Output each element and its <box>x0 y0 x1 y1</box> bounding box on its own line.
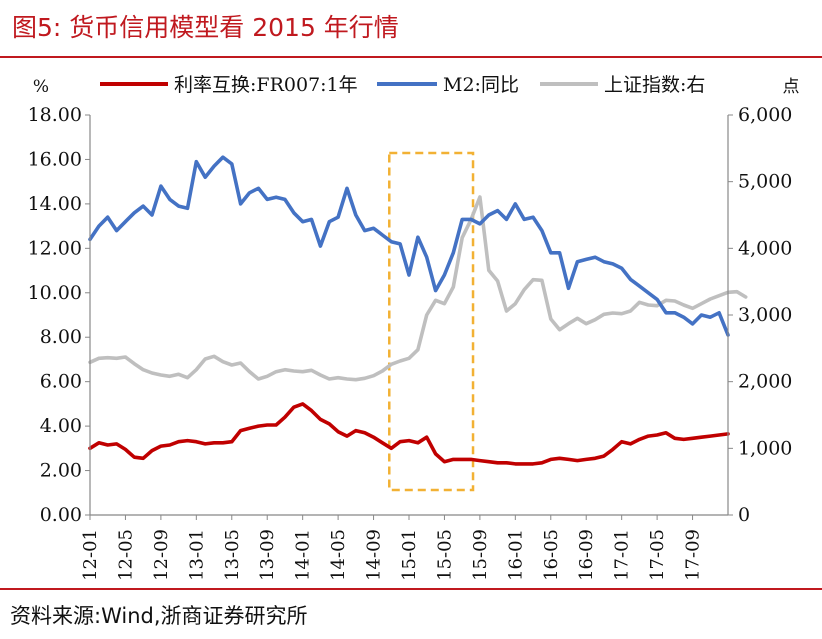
x-tick-label: 16-01 <box>505 529 526 581</box>
left-axis-unit-label: % <box>33 77 49 97</box>
left-y-tick-label: 10.00 <box>28 282 82 304</box>
x-tick-label: 13-05 <box>222 529 243 581</box>
left-y-tick-label: 12.00 <box>28 237 82 259</box>
right-y-tick-label: 5,000 <box>738 171 792 193</box>
left-y-tick-label: 0.00 <box>40 504 82 526</box>
left-y-tick-label: 8.00 <box>40 326 82 348</box>
x-tick-label: 14-09 <box>364 529 385 581</box>
source-divider <box>0 588 822 590</box>
x-tick-label: 12-09 <box>151 529 172 581</box>
title-divider <box>0 56 822 58</box>
series-line-index <box>88 195 748 382</box>
left-y-tick-label: 4.00 <box>40 415 82 437</box>
x-tick-label: 17-09 <box>683 529 704 581</box>
series-layer <box>88 155 748 466</box>
x-tick-label: 17-01 <box>612 529 633 581</box>
tick-labels-layer: 0.00 2.00 4.00 6.00 8.00 10.00 12.00 14.00 16.00… <box>28 77 800 581</box>
right-y-tick-label: 6,000 <box>738 104 792 126</box>
line-chart: 0.00 2.00 4.00 6.00 8.00 10.00 12.00 14.00 16.00… <box>28 74 800 581</box>
x-tick-label: 15-05 <box>434 529 455 581</box>
left-y-tick-label: 14.00 <box>28 193 82 215</box>
legend-label: 上证指数:右 <box>604 74 705 96</box>
x-tick-label: 17-05 <box>647 529 668 581</box>
right-y-tick-label: 3,000 <box>738 304 792 326</box>
legend-label: M2:同比 <box>443 74 519 96</box>
x-tick-label: 15-01 <box>399 529 420 581</box>
series-line-rate <box>88 402 730 466</box>
right-axis-unit-label: 点 <box>783 77 800 97</box>
legend: 利率互换:FR007:1年 M2:同比 上证指数:右 <box>100 74 705 96</box>
series-line-m2 <box>88 155 730 337</box>
x-tick-label: 16-05 <box>541 529 562 581</box>
left-y-tick-label: 16.00 <box>28 148 82 170</box>
figure-title: 图5: 货币信用模型看 2015 年行情 <box>12 13 399 42</box>
x-tick-label: 13-01 <box>186 529 207 581</box>
axes-layer <box>85 114 733 520</box>
x-tick-label: 14-01 <box>293 529 314 581</box>
legend-label: 利率互换:FR007:1年 <box>174 74 358 96</box>
x-tick-label: 12-01 <box>80 529 101 581</box>
right-y-tick-label: 2,000 <box>738 371 792 393</box>
left-y-tick-label: 2.00 <box>40 460 82 482</box>
x-tick-label: 13-09 <box>257 529 278 581</box>
x-tick-label: 15-09 <box>470 529 491 581</box>
x-tick-label: 12-05 <box>115 529 136 581</box>
left-y-tick-label: 6.00 <box>40 371 82 393</box>
source-note: 资料来源:Wind,浙商证券研究所 <box>10 604 308 628</box>
right-y-tick-label: 1,000 <box>738 437 792 459</box>
left-y-tick-label: 18.00 <box>28 104 82 126</box>
x-tick-label: 16-09 <box>576 529 597 581</box>
highlight-layer <box>388 151 475 492</box>
right-y-tick-label: 4,000 <box>738 237 792 259</box>
highlight-box <box>388 151 475 492</box>
right-y-tick-label: 0 <box>738 504 750 526</box>
x-tick-label: 14-05 <box>328 529 349 581</box>
